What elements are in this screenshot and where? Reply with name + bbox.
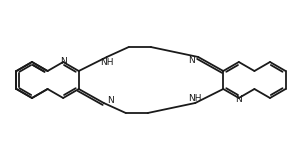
Text: N: N <box>60 57 66 66</box>
Text: N: N <box>236 95 242 104</box>
Text: N: N <box>107 95 114 104</box>
Text: NH: NH <box>188 94 202 103</box>
Text: N: N <box>188 56 195 65</box>
Text: NH: NH <box>100 57 114 66</box>
